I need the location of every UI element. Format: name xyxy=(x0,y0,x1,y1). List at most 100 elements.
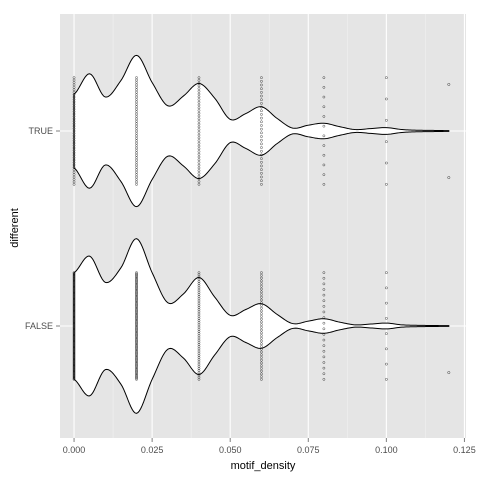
data-point xyxy=(260,135,263,138)
data-point xyxy=(260,279,263,283)
data-point xyxy=(260,298,263,302)
data-point xyxy=(447,176,451,180)
data-point xyxy=(260,276,263,280)
data-point xyxy=(322,344,326,348)
data-point xyxy=(197,177,201,181)
data-point xyxy=(197,89,201,93)
data-point xyxy=(322,76,326,80)
data-point xyxy=(197,106,201,110)
data-point xyxy=(260,369,263,373)
data-point xyxy=(197,147,201,151)
data-point xyxy=(322,153,326,157)
data-point xyxy=(260,183,263,186)
data-point xyxy=(260,164,263,168)
data-point xyxy=(260,339,263,343)
data-point xyxy=(260,149,263,153)
data-point xyxy=(322,173,326,176)
data-point xyxy=(197,109,201,112)
data-point xyxy=(322,361,326,364)
violin-false xyxy=(73,238,450,414)
data-point xyxy=(322,95,326,99)
data-point xyxy=(322,293,326,297)
x-tick-label: 0.100 xyxy=(375,445,398,455)
data-point xyxy=(260,315,263,318)
data-point xyxy=(197,144,201,148)
data-point xyxy=(197,92,201,96)
data-point xyxy=(260,378,263,381)
data-point xyxy=(197,180,201,183)
violin-layer xyxy=(73,54,450,414)
data-point xyxy=(322,304,326,308)
data-point xyxy=(447,371,451,375)
data-point xyxy=(197,100,201,104)
data-point xyxy=(197,161,201,164)
data-point xyxy=(197,103,201,107)
data-point xyxy=(197,111,201,115)
data-point xyxy=(260,331,263,335)
data-point xyxy=(322,144,326,147)
data-point xyxy=(260,309,263,313)
data-point xyxy=(260,113,263,116)
data-point xyxy=(260,127,263,131)
x-tick-label: 0.075 xyxy=(297,445,320,455)
data-point xyxy=(322,134,326,138)
data-point xyxy=(197,155,201,159)
data-point xyxy=(260,306,263,310)
data-point xyxy=(322,372,326,376)
y-tick-label: FALSE xyxy=(25,321,53,331)
data-point xyxy=(197,122,201,126)
data-point xyxy=(385,317,388,320)
data-point xyxy=(260,342,263,346)
data-point xyxy=(322,282,326,286)
data-point xyxy=(72,183,76,186)
data-point xyxy=(260,175,263,179)
data-point xyxy=(260,293,263,296)
data-point xyxy=(72,376,76,380)
data-point xyxy=(197,378,201,381)
data-point xyxy=(260,168,263,171)
data-point xyxy=(197,117,201,121)
data-point xyxy=(260,323,263,326)
data-point xyxy=(385,271,388,274)
data-point xyxy=(260,179,263,183)
data-point xyxy=(260,131,263,135)
data-point xyxy=(260,153,263,157)
data-point xyxy=(260,274,263,277)
data-point xyxy=(385,301,388,305)
data-point xyxy=(260,142,263,146)
data-point xyxy=(197,79,201,82)
data-point xyxy=(260,138,263,142)
data-point xyxy=(260,116,263,120)
x-tick-label: 0.025 xyxy=(141,445,164,455)
data-point xyxy=(197,141,201,145)
data-point xyxy=(260,124,263,127)
data-point xyxy=(385,161,388,165)
data-point xyxy=(260,290,263,294)
data-point xyxy=(385,76,388,80)
data-point xyxy=(385,183,388,186)
data-point xyxy=(260,94,263,98)
data-point xyxy=(135,378,138,381)
data-point xyxy=(197,133,201,137)
data-point xyxy=(322,349,326,353)
data-point xyxy=(260,364,263,368)
data-point xyxy=(260,105,263,109)
data-point xyxy=(260,361,263,365)
data-point xyxy=(260,353,263,357)
data-point xyxy=(260,334,263,337)
data-point xyxy=(322,271,326,274)
data-point xyxy=(135,183,138,186)
data-point xyxy=(260,317,263,321)
data-point xyxy=(260,295,263,299)
data-point xyxy=(322,338,326,342)
data-point xyxy=(260,284,263,288)
data-point xyxy=(322,124,326,128)
data-point xyxy=(260,336,263,340)
data-point xyxy=(197,95,201,99)
data-point xyxy=(322,276,326,280)
data-point xyxy=(197,158,201,162)
x-axis-ticks: 0.000 0.025 0.050 0.075 0.100 0.125 xyxy=(63,438,476,455)
data-point xyxy=(260,358,263,362)
